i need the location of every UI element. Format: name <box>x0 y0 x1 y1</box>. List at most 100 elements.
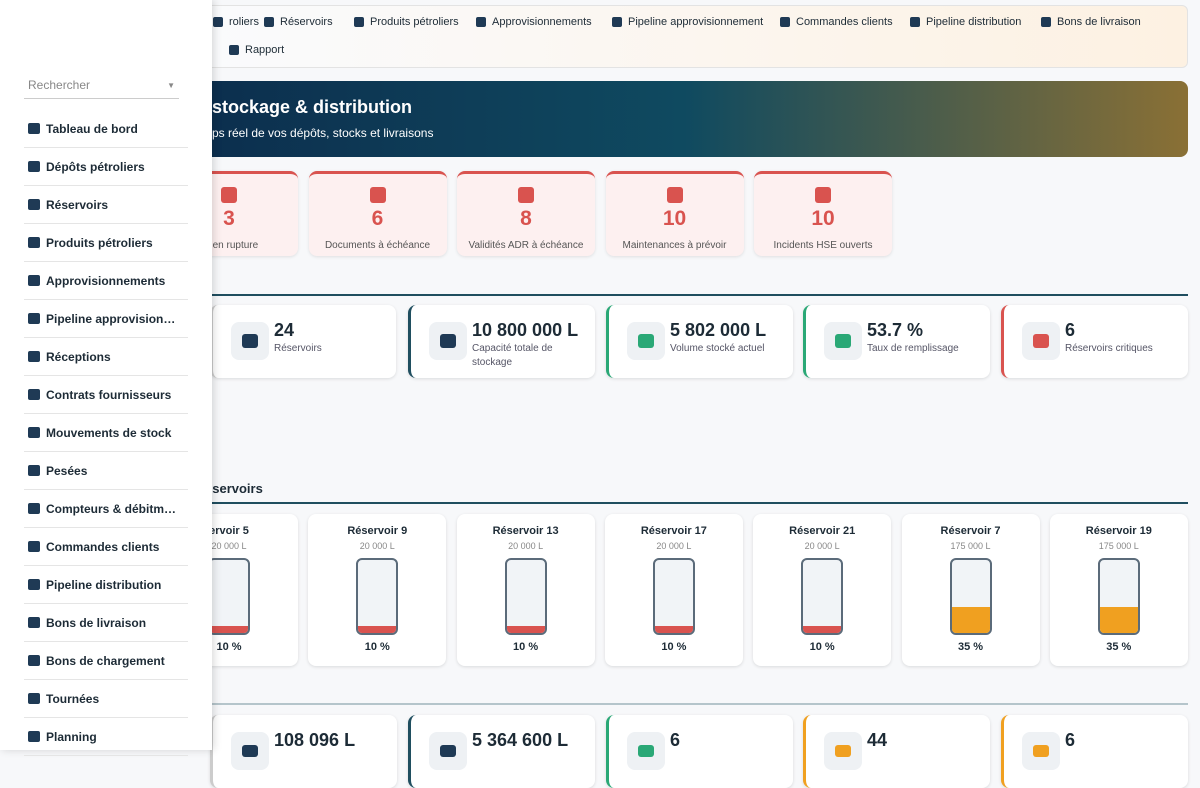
kpi-card: 10 800 000 L Capacité totale de stockage <box>408 305 595 378</box>
menu-item[interactable]: Produits pétroliers <box>24 224 188 262</box>
nav-link[interactable]: Rapport <box>229 44 284 56</box>
alert-label: Validités ADR à échéance <box>468 240 584 251</box>
kpi-icon <box>1033 745 1049 757</box>
menu-item[interactable]: Pipeline approvision… <box>24 300 188 338</box>
menu-label: Bons de chargement <box>46 653 165 668</box>
menu-label: Mouvements de stock <box>46 425 172 440</box>
nav-label: Produits pétroliers <box>370 16 459 28</box>
alert-label: Incidents HSE ouverts <box>773 240 873 251</box>
nav-link[interactable]: roliers <box>213 16 259 28</box>
tank-fill <box>1099 607 1138 633</box>
tank-capacity: 20 000 L <box>211 541 247 551</box>
tank-fill <box>358 625 397 633</box>
banner-subtitle: ps réel de vos dépôts, stocks et livrais… <box>212 126 434 140</box>
menu-icon <box>28 655 40 666</box>
tank-name: Réservoir 21 <box>789 525 856 537</box>
kpi-card: 6 <box>606 715 793 788</box>
kpi-icon-box <box>824 322 862 360</box>
alert-label: its en rupture <box>199 240 259 251</box>
tank-card: Réservoir 21 20 000 L 10 % <box>753 514 892 666</box>
nav-link[interactable]: Réservoirs <box>264 16 333 28</box>
alert-card[interactable]: 8 Validités ADR à échéance <box>457 171 595 256</box>
search-input[interactable]: Rechercher ▼ <box>24 78 179 99</box>
page: Stockage & distribution {"sidebar": {"se… <box>24 5 1188 788</box>
menu-icon <box>28 161 40 172</box>
nav-label: roliers <box>229 16 259 28</box>
nav-label: Rapport <box>245 44 285 56</box>
tank-level: 10 % <box>364 641 390 653</box>
tank-capacity: 20 000 L <box>804 541 840 551</box>
tank-capacity: 175 000 L <box>1098 541 1139 551</box>
alert-card[interactable]: 10 Incidents HSE ouverts <box>754 171 892 256</box>
menu-label: Compteurs & débitm… <box>46 501 177 516</box>
tank-fill <box>654 625 693 633</box>
nav-label: Bons de livraison <box>1057 16 1141 28</box>
kpi-icon <box>440 745 456 757</box>
menu-icon <box>28 123 40 134</box>
alert-label: Documents à échéance <box>324 240 431 251</box>
nav-icon <box>1041 17 1051 27</box>
nav-link[interactable]: Bons de livraison <box>1041 16 1141 28</box>
nav-link[interactable]: Pipeline distribution <box>910 16 1021 28</box>
tank-fill <box>951 607 990 633</box>
alert-value: 10 <box>662 207 687 230</box>
menu-item[interactable]: Pesées <box>24 452 188 490</box>
menu-item[interactable]: Réservoirs <box>24 186 188 224</box>
menu-icon <box>28 389 40 400</box>
kpi-icon <box>835 745 851 757</box>
menu-item[interactable]: Approvisionnements <box>24 262 188 300</box>
kpi-card: 44 <box>803 715 990 788</box>
tank-card: Réservoir 9 20 000 L 10 % <box>308 514 447 666</box>
menu-item[interactable]: Compteurs & débitm… <box>24 490 188 528</box>
kpi-label: Volume stocké actuel <box>670 343 765 354</box>
menu-item[interactable]: Commandes clients <box>24 528 188 566</box>
menu-item[interactable]: Tournées <box>24 680 188 718</box>
top-nav: roliers Réservoirs Produits pétroliers Appr… <box>195 5 1188 68</box>
nav-label: Commandes clients <box>796 16 893 28</box>
menu-item[interactable]: Réceptions <box>24 338 188 376</box>
alert-card[interactable]: 6 Documents à échéance <box>308 171 447 256</box>
tank-vessel <box>652 558 695 635</box>
kpi-icon-box <box>231 732 269 770</box>
section-title: éservoirs <box>205 481 263 496</box>
menu-label: Contrats fournisseurs <box>46 387 172 402</box>
banner-title: stockage & distribution <box>212 97 413 117</box>
nav-link[interactable]: Commandes clients <box>780 16 893 28</box>
menu-item[interactable]: Bons de chargement <box>24 642 188 680</box>
menu-item[interactable]: Dépôts pétroliers <box>24 148 188 186</box>
kpi-icon <box>440 334 456 348</box>
menu-item[interactable]: Planning <box>24 718 188 756</box>
tank-vessel <box>208 558 250 635</box>
tank-capacity: 175 000 L <box>950 541 991 551</box>
menu-item[interactable]: Pipeline distribution <box>24 566 188 604</box>
kpi-value: 108 096 L <box>274 730 356 750</box>
menu-item[interactable]: Contrats fournisseurs <box>24 376 188 414</box>
kpi-icon-box <box>1022 322 1060 360</box>
tank-name: Réservoir 9 <box>347 525 408 537</box>
nav-link[interactable]: Produits pétroliers <box>354 16 459 28</box>
tank-name: ervoir 5 <box>209 525 249 537</box>
tank-name: Réservoir 13 <box>492 525 559 537</box>
tank-vessel <box>1097 558 1140 635</box>
tank-capacity: 20 000 L <box>656 541 692 551</box>
tank-level: 10 % <box>513 641 539 653</box>
menu-item[interactable]: Tableau de bord <box>24 110 188 148</box>
menu-item[interactable]: Mouvements de stock <box>24 414 188 452</box>
kpi-icon <box>638 334 654 348</box>
tank-card: Réservoir 19 175 000 L 35 % <box>1049 514 1188 666</box>
kpi-icon-box <box>429 732 467 770</box>
kpi-label: Réservoirs critiques <box>1065 343 1153 354</box>
kpi-icon <box>1033 334 1049 348</box>
alert-icon <box>369 187 386 203</box>
alert-card[interactable]: 10 Maintenances à prévoir <box>605 171 744 256</box>
nav-link[interactable]: Pipeline approvisionnement <box>612 16 763 28</box>
alert-value: 3 <box>223 207 235 230</box>
menu-item[interactable]: Bons de livraison <box>24 604 188 642</box>
tank-level: 10 % <box>809 641 835 653</box>
menu-label: Pipeline approvision… <box>46 311 176 326</box>
tank-vessel <box>801 558 844 635</box>
tank-name: Réservoir 17 <box>640 525 707 537</box>
kpi-icon-box <box>429 322 467 360</box>
divider <box>200 502 1188 504</box>
nav-link[interactable]: Approvisionnements <box>476 16 592 28</box>
